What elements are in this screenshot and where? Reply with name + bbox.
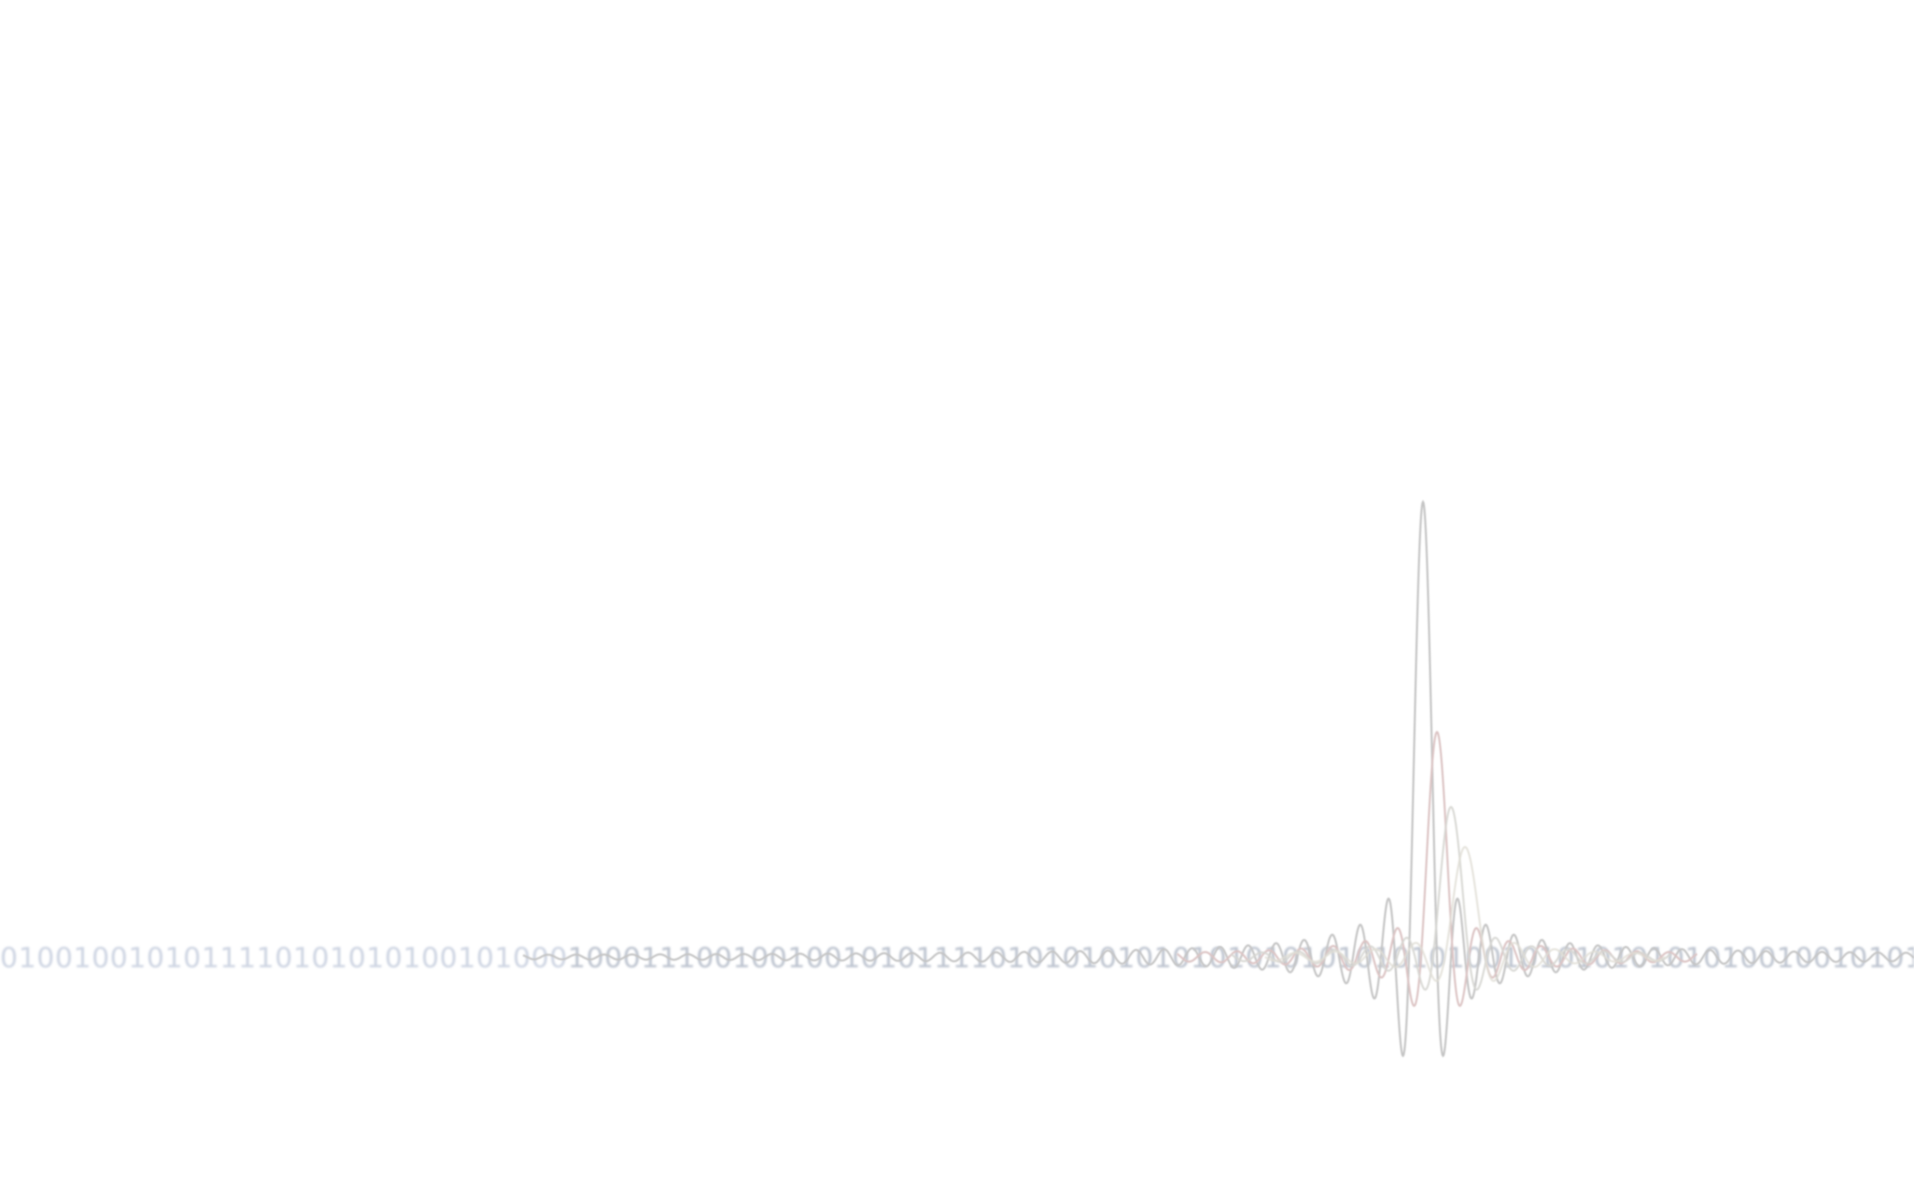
wave-primary	[522, 499, 1914, 1058]
binary-text-faded: 0100100101011110101010100101000	[0, 941, 568, 974]
wave-echo-2	[1230, 805, 1672, 991]
wave-echo-3	[1264, 845, 1666, 982]
